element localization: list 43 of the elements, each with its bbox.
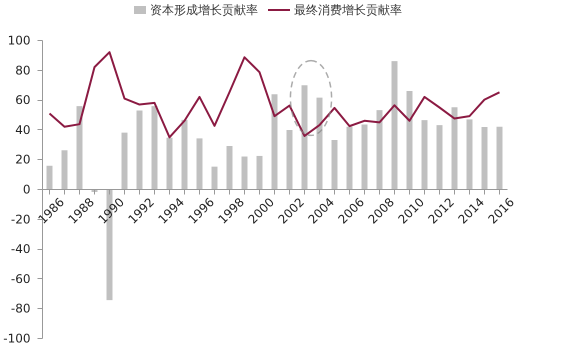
bar [452,107,458,189]
y-tick-label: -60 [10,272,30,286]
y-tick-label: -40 [10,242,30,256]
y-tick-label: 100 [8,34,30,48]
y-tick-label: 0 [22,182,30,196]
bar [466,119,472,189]
bar [406,90,412,189]
y-tick-label: 80 [15,63,30,78]
y-tick-label: -100 [3,332,30,344]
bar [392,61,398,189]
line-series [48,51,500,138]
bar [436,125,442,189]
bar [376,110,382,189]
bar [272,94,278,189]
bar [422,120,428,189]
bar [256,156,262,189]
y-tick-label: -80 [10,302,30,316]
bar [212,166,218,189]
bar [226,146,232,189]
bar [242,156,248,189]
bar [152,106,158,189]
legend-label: 资本形成增长贡献率 [150,3,258,17]
bar [122,132,128,189]
bar [62,150,68,189]
bar [332,140,338,189]
y-tick-label: 20 [15,152,30,167]
bar [182,120,188,189]
bar [76,106,82,189]
legend-label: 最终消费增长贡献率 [294,3,402,17]
bar [286,130,292,189]
y-tick-label: -20 [10,212,30,226]
bar [166,138,172,189]
y-tick-label: 40 [15,122,30,137]
bar [482,127,488,189]
bar [316,98,322,189]
y-tick-label: 60 [15,93,30,108]
bar [46,166,52,189]
bar [362,124,368,189]
bar [302,85,308,189]
bar [346,126,352,189]
bar [136,110,142,189]
bar [496,126,502,189]
bar [196,138,202,189]
